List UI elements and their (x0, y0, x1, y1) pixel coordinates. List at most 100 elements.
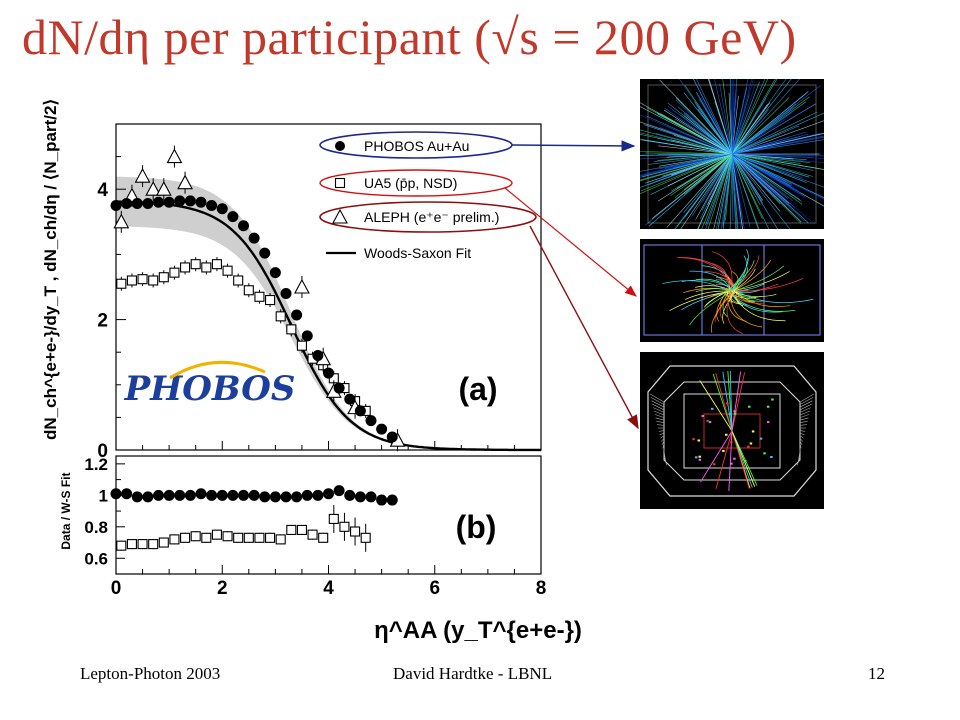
legend-phobos-marker (335, 141, 345, 151)
ua5-point (243, 285, 254, 296)
phobos-point (153, 196, 164, 208)
phobos-ratio-point (227, 489, 239, 501)
woods-saxon-fit-line (116, 200, 542, 452)
phobos-point (259, 247, 271, 259)
phobos-ratio-point (121, 488, 133, 500)
phobos-logo-arc (169, 360, 266, 380)
ua5-ratio-point (243, 532, 254, 543)
ua5-point (254, 291, 265, 302)
phobos-point (344, 393, 356, 405)
chart-figure: 0 2 4 6 8 0 2 4 0.6 0.8 1 1.2 dN_ch^{e+e-}/dy_T , dN… (41, 99, 639, 644)
phobos-point (142, 198, 154, 210)
x-tick-label-6: 6 (429, 578, 440, 599)
phobos-ratio-point (312, 489, 324, 501)
arrow-to-phobos-event (511, 140, 636, 152)
aleph-point (166, 148, 183, 164)
phobos-ratio-point (291, 491, 303, 503)
ua5-ratio-point (296, 524, 307, 535)
ua5-ratio-point (190, 531, 201, 542)
ua5-ratio-point (126, 539, 137, 550)
ua5-ratio-point (158, 537, 169, 548)
ua5-ratio-point (318, 532, 329, 543)
aleph-point (294, 278, 310, 294)
ua5-ratio-point (222, 531, 233, 542)
phobos-ratio-point (206, 489, 218, 501)
phobos-point (291, 309, 303, 321)
ua5-point (148, 275, 159, 286)
ua5-point (190, 259, 201, 270)
ua5-ratio-point (286, 524, 297, 535)
ua5-point (275, 311, 286, 322)
phobos-point (323, 367, 334, 379)
phobos-ratio-point (131, 491, 143, 503)
phobos-ratio-point (216, 489, 228, 501)
panel-b-y-tick-label-0.8: 0.8 (84, 518, 108, 537)
ua5-point (126, 275, 137, 286)
ua5-ratio-point (116, 540, 127, 551)
ua5-ratio-point (211, 529, 222, 540)
panel-b-ylabel: Data / W-S Fit (59, 473, 73, 550)
ua5-point (201, 262, 212, 273)
phobos-ratio-point (301, 489, 313, 501)
phobos-point (333, 382, 345, 394)
legend-phobos-label: PHOBOS Au+Au (364, 138, 469, 154)
ua5-ratio-point (328, 513, 339, 524)
page-number: 12 (868, 664, 885, 683)
phobos-ratio-point (280, 491, 292, 503)
aleph-point (155, 181, 172, 196)
phobos-ratio-point (365, 491, 377, 503)
phobos-point (195, 196, 207, 208)
phobos-point (163, 196, 175, 208)
aleph-point (113, 213, 130, 229)
phobos-point (280, 288, 292, 300)
ua5-ratio-point (233, 532, 244, 543)
phobos-ratio-point (174, 489, 186, 501)
phobos-ratio-point (163, 489, 175, 501)
arrow-to-aleph-event (529, 225, 639, 430)
panel-a-label: (a) (458, 371, 497, 407)
panel-a-ylabel: dN_ch^{e+e-}/dy_T , dN_ch/dη / ⟨N_part/2… (41, 99, 60, 440)
x-tick-label-8: 8 (536, 578, 547, 599)
phobos-point (312, 349, 324, 361)
slide-title: dN/dη per participant (√s = 200 GeV) (22, 9, 797, 65)
ua5-ratio-point (169, 534, 180, 545)
panel-b-y-tick-label-1.2: 1.2 (84, 455, 108, 474)
phobos-ratio-point (248, 489, 260, 501)
footer-left: Lepton-Photon 2003 (80, 664, 221, 683)
x-tick-label-4: 4 (323, 578, 334, 599)
phobos-ratio-point (354, 491, 366, 503)
aleph-point (145, 181, 162, 196)
x-axis-label: η^AA (y_T^{e+e-}) (374, 617, 582, 644)
panel-a-y-tick-label-0: 0 (97, 441, 108, 462)
phobos-ratio-point (376, 494, 388, 506)
aleph-highlight-ellipse (319, 201, 537, 233)
phobos-point (121, 198, 133, 210)
ua5-point (169, 267, 180, 278)
panel-a-y-tick-label-4: 4 (97, 180, 108, 201)
x-tick-label-0: 0 (111, 578, 122, 599)
ua5-ratio-point (360, 532, 371, 543)
phobos-logo: PHOBOS (124, 369, 296, 409)
ua5-event-display (640, 239, 824, 342)
phobos-point (354, 405, 366, 417)
phobos-point (131, 198, 143, 210)
ua5-point (116, 278, 127, 289)
phobos-ratio-point (153, 489, 164, 501)
phobos-point (365, 415, 377, 427)
legend-aleph-marker (332, 208, 348, 224)
ua5-point (233, 275, 244, 286)
legend-fit-label: Woods-Saxon Fit (364, 245, 471, 261)
ua5-point (158, 272, 169, 283)
ua5-point (137, 274, 148, 285)
ua5-ratio-point (350, 526, 361, 537)
aleph-event-display (640, 352, 824, 509)
footer-center: David Hardtke - LBNL (393, 664, 553, 683)
ua5-point (265, 294, 276, 306)
ua5-point (211, 259, 222, 270)
legend-ua5-label: UA5 (p̄p, NSD) (364, 175, 457, 191)
ua5-highlight-ellipse (319, 169, 513, 197)
legend-ua5-marker (334, 177, 346, 189)
ua5-ratio-point (307, 529, 318, 540)
ua5-point (180, 262, 191, 273)
phobos-point (216, 203, 228, 215)
